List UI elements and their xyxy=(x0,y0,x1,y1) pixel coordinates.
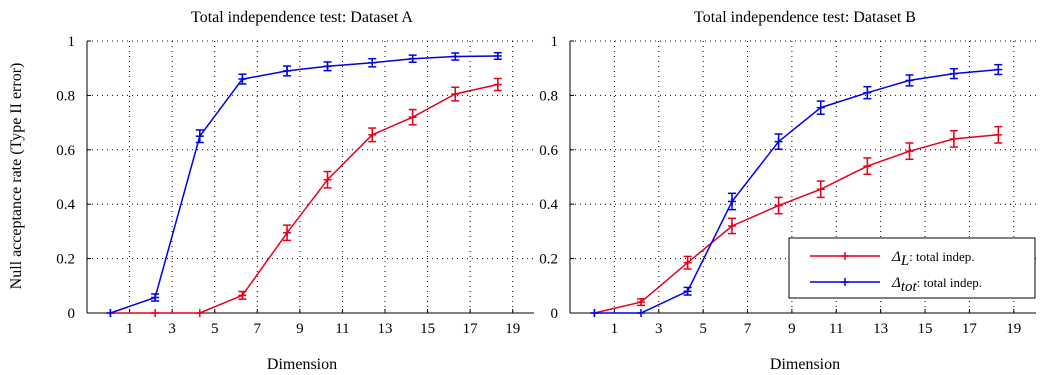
series-blue-line xyxy=(110,55,498,314)
legend-text-delta-tot: : total indep. xyxy=(917,275,982,290)
x-tick-label: 5 xyxy=(699,321,707,337)
x-tick-label: 15 xyxy=(918,321,933,337)
y-tick-label: 0 xyxy=(68,306,76,322)
legend-text-delta-l: : total indep. xyxy=(909,249,974,264)
series-blue-line xyxy=(594,68,999,314)
x-tick-label: 17 xyxy=(962,321,978,337)
x-tick-label: 7 xyxy=(744,321,752,337)
x-tick-label: 19 xyxy=(505,321,520,337)
y-axis-label: Null acceptance rate (Type II error) xyxy=(8,63,25,290)
panel-b-title: Total independence test: Dataset B xyxy=(694,9,916,26)
legend-label-delta-l: ΔL: total indep. xyxy=(891,249,975,269)
x-tick-label: 19 xyxy=(1006,321,1021,337)
y-tick-label: 0.2 xyxy=(56,252,75,268)
x-tick-label: 3 xyxy=(655,321,663,337)
x-tick-label: 3 xyxy=(168,321,176,337)
x-tick-label: 11 xyxy=(335,321,349,337)
x-tick-label: 5 xyxy=(211,321,219,337)
legend-symbol-delta-tot: Δ xyxy=(891,275,901,291)
panel-a-title: Total independence test: Dataset A xyxy=(191,9,413,26)
panel-a-x-axis-label: Dimension xyxy=(267,356,337,373)
panel-b: Total independence test: Dataset B Dimen… xyxy=(539,9,1036,373)
series-red-line xyxy=(594,134,999,314)
y-tick-label: 0.8 xyxy=(539,88,558,104)
legend-label-delta-tot: Δtot: total indep. xyxy=(891,275,982,295)
y-tick-label: 1 xyxy=(68,34,76,50)
y-tick-label: 0.2 xyxy=(539,252,558,268)
y-tick-label: 0.8 xyxy=(56,88,75,104)
series-red-line xyxy=(110,83,498,314)
legend-subscript-delta-tot: tot xyxy=(901,279,918,295)
y-tick-label: 1 xyxy=(551,34,559,50)
x-tick-label: 1 xyxy=(611,321,619,337)
legend-symbol-delta-l: Δ xyxy=(891,249,901,265)
x-tick-label: 1 xyxy=(126,321,134,337)
x-tick-label: 7 xyxy=(254,321,262,337)
x-tick-label: 9 xyxy=(296,321,304,337)
y-tick-label: 0.4 xyxy=(56,197,75,213)
x-tick-label: 9 xyxy=(788,321,796,337)
x-tick-label: 13 xyxy=(378,321,393,337)
legend-item-delta-tot: Δtot: total indep. xyxy=(810,275,982,295)
x-tick-label: 15 xyxy=(420,321,435,337)
x-tick-label: 13 xyxy=(873,321,888,337)
legend-item-delta-l: ΔL: total indep. xyxy=(810,249,975,269)
y-tick-label: 0.6 xyxy=(56,143,75,159)
y-tick-label: 0 xyxy=(551,306,559,322)
x-tick-label: 11 xyxy=(829,321,843,337)
legend-box xyxy=(788,237,1036,299)
y-tick-label: 0.6 xyxy=(539,143,558,159)
legend: ΔL: total indep. Δtot: total indep. xyxy=(788,237,1036,299)
x-tick-label: 17 xyxy=(463,321,479,337)
y-tick-label: 0.4 xyxy=(539,197,558,213)
legend-subscript-delta-l: L xyxy=(900,253,909,269)
panel-a: Total independence test: Dataset A Dimen… xyxy=(56,9,534,373)
panel-b-x-axis-label: Dimension xyxy=(770,356,840,373)
